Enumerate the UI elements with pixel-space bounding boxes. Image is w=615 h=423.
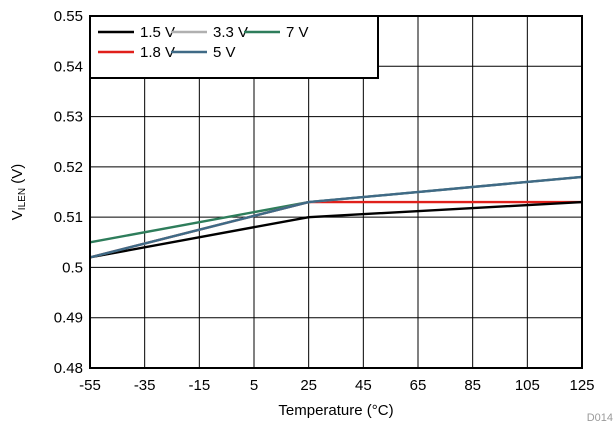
series-line-5-v bbox=[89, 175, 583, 259]
x-tick-label: -15 bbox=[188, 377, 210, 394]
y-axis-title-sub: ILEN bbox=[17, 188, 28, 210]
series-layer bbox=[89, 175, 583, 259]
x-tick-label: 125 bbox=[569, 377, 594, 394]
y-axis-title: VILEN (V) bbox=[9, 164, 28, 220]
legend-label: 3.3 V bbox=[213, 24, 248, 41]
y-tick-label: 0.49 bbox=[54, 310, 83, 327]
x-tick-label: 45 bbox=[355, 377, 372, 394]
x-tick-labels: -55 -35 -15 5 25 45 65 85 105 125 bbox=[79, 377, 594, 394]
y-tick-labels: 0.48 0.49 0.5 0.51 0.52 0.53 0.54 0.55 bbox=[54, 8, 83, 377]
x-tick-label: 5 bbox=[250, 377, 258, 394]
legend: 1.5 V 3.3 V 7 V 1.8 V 5 V bbox=[89, 15, 379, 79]
x-axis-title: Temperature (°C) bbox=[278, 402, 393, 419]
x-tick-label: -55 bbox=[79, 377, 101, 394]
x-tick-label: 65 bbox=[410, 377, 427, 394]
y-tick-label: 0.48 bbox=[54, 360, 83, 377]
x-tick-label: -35 bbox=[134, 377, 156, 394]
legend-label: 5 V bbox=[213, 44, 236, 61]
legend-box bbox=[89, 15, 379, 79]
legend-label: 7 V bbox=[286, 24, 309, 41]
y-tick-label: 0.52 bbox=[54, 159, 83, 176]
y-tick-label: 0.51 bbox=[54, 209, 83, 226]
figure-id: D014 bbox=[587, 412, 613, 423]
x-tick-label: 105 bbox=[515, 377, 540, 394]
y-tick-label: 0.54 bbox=[54, 58, 83, 75]
y-axis-title-unit: (V) bbox=[9, 164, 26, 188]
legend-label: 1.5 V bbox=[140, 24, 175, 41]
y-tick-label: 0.5 bbox=[62, 259, 83, 276]
series-line-1-5-v bbox=[89, 200, 583, 259]
y-tick-label: 0.55 bbox=[54, 8, 83, 25]
x-tick-label: 85 bbox=[464, 377, 481, 394]
y-tick-label: 0.53 bbox=[54, 109, 83, 126]
series-line-7-v bbox=[89, 175, 583, 244]
x-tick-label: 25 bbox=[300, 377, 317, 394]
y-axis-title-main: V bbox=[9, 210, 26, 220]
legend-label: 1.8 V bbox=[140, 44, 175, 61]
